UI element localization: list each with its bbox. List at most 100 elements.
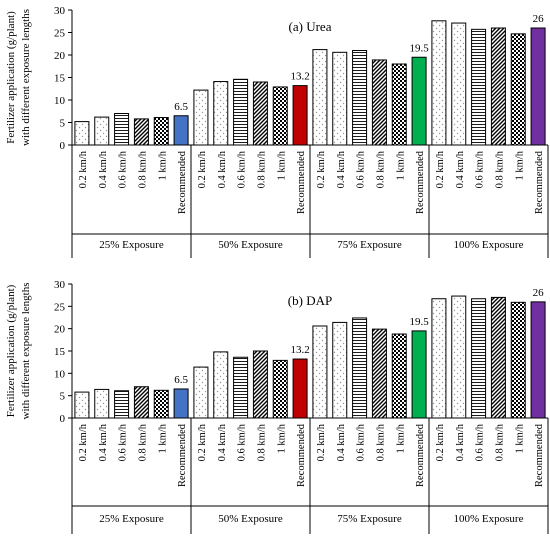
bar <box>153 117 169 146</box>
group-label: 25% Exposure <box>99 513 164 525</box>
y-tick-label: 10 <box>54 95 66 107</box>
data-label: 13.2 <box>290 71 309 83</box>
bar <box>153 389 169 419</box>
category-label: 1 km/h <box>157 423 168 453</box>
bar <box>391 333 407 419</box>
bar <box>510 301 526 419</box>
bar <box>193 366 209 419</box>
bar <box>233 356 249 419</box>
category-label: 0.2 km/h <box>316 423 327 461</box>
category-label: 0.4 km/h <box>98 150 109 188</box>
bar <box>173 115 189 146</box>
bar <box>371 59 387 146</box>
group-label: 50% Exposure <box>218 239 283 251</box>
bar <box>490 27 506 146</box>
category-label: 0.8 km/h <box>256 150 267 188</box>
bar <box>510 33 526 146</box>
bar <box>74 121 90 146</box>
category-label: Recommended <box>534 150 545 214</box>
bar <box>391 63 407 146</box>
category-label: 0.6 km/h <box>475 423 486 461</box>
category-label: 0.8 km/h <box>137 150 148 188</box>
group-label: 75% Exposure <box>337 513 402 525</box>
chart-title: (a) Urea <box>289 19 332 34</box>
category-label: 1 km/h <box>276 150 287 180</box>
category-label: Recommended <box>415 150 426 214</box>
bar <box>431 20 447 146</box>
category-label: 0.8 km/h <box>375 150 386 188</box>
category-label: 0.4 km/h <box>336 150 347 188</box>
category-label: 0.2 km/h <box>78 423 89 461</box>
category-label: 0.2 km/h <box>316 150 327 188</box>
category-label: 0.8 km/h <box>256 423 267 461</box>
category-label: Recommended <box>296 423 307 487</box>
bar <box>272 359 288 419</box>
bar <box>530 301 546 419</box>
data-label: 26 <box>533 287 545 299</box>
category-label: 0.2 km/h <box>78 150 89 188</box>
bar <box>133 118 149 146</box>
y-axis-label: Fertilizer application (g/plant) <box>5 11 17 144</box>
y-tick-label: 20 <box>54 50 66 62</box>
bar <box>292 85 308 146</box>
bar <box>272 86 288 146</box>
category-label: 0.2 km/h <box>435 423 446 461</box>
y-tick-label: 30 <box>54 5 66 17</box>
bar <box>451 22 467 146</box>
bar <box>312 49 328 146</box>
bar <box>213 81 229 146</box>
bar <box>193 89 209 146</box>
bar <box>411 330 427 419</box>
y-tick-label: 20 <box>54 324 66 336</box>
category-label: 1 km/h <box>395 150 406 180</box>
data-label: 26 <box>533 13 545 25</box>
y-tick-label: 5 <box>60 118 66 130</box>
category-label: 0.8 km/h <box>494 423 505 461</box>
category-label: Recommended <box>177 423 188 487</box>
category-label: 0.8 km/h <box>494 150 505 188</box>
bar <box>114 113 130 146</box>
y-tick-label: 15 <box>54 346 66 358</box>
group-label: 100% Exposure <box>454 513 524 525</box>
category-label: 0.4 km/h <box>217 423 228 461</box>
bar <box>471 298 487 419</box>
group-label: 25% Exposure <box>99 239 164 251</box>
y-tick-label: 5 <box>60 391 66 403</box>
category-label: 0.4 km/h <box>98 423 109 461</box>
bar <box>233 78 249 146</box>
bar <box>213 351 229 419</box>
category-label: 0.8 km/h <box>375 423 386 461</box>
bar <box>292 358 308 419</box>
category-label: 0.6 km/h <box>356 423 367 461</box>
data-label: 19.5 <box>409 42 429 54</box>
bar <box>352 317 368 419</box>
bar <box>252 81 268 146</box>
y-tick-label: 15 <box>54 73 66 85</box>
bar <box>114 390 130 419</box>
category-label: 1 km/h <box>276 423 287 453</box>
category-label: 1 km/h <box>395 423 406 453</box>
bar <box>173 388 189 419</box>
category-label: 0.6 km/h <box>118 423 129 461</box>
bar <box>530 27 546 146</box>
bar <box>431 298 447 419</box>
category-label: 0.6 km/h <box>237 150 248 188</box>
bar <box>451 295 467 419</box>
y-axis-label: with different exposure lengths <box>20 9 32 146</box>
group-label: 50% Exposure <box>218 513 283 525</box>
y-axis-label: with different exposure lengths <box>20 283 32 420</box>
bar <box>133 386 149 419</box>
category-label: 0.4 km/h <box>217 150 228 188</box>
category-label: Recommended <box>177 150 188 214</box>
category-label: 0.6 km/h <box>356 150 367 188</box>
y-tick-label: 10 <box>54 368 66 380</box>
category-label: 0.6 km/h <box>118 150 129 188</box>
y-tick-label: 25 <box>54 301 66 313</box>
bar <box>332 51 348 146</box>
bar <box>411 56 427 146</box>
category-label: 1 km/h <box>514 150 525 180</box>
bar <box>312 325 328 419</box>
category-label: 1 km/h <box>157 150 168 180</box>
category-label: 1 km/h <box>514 423 525 453</box>
